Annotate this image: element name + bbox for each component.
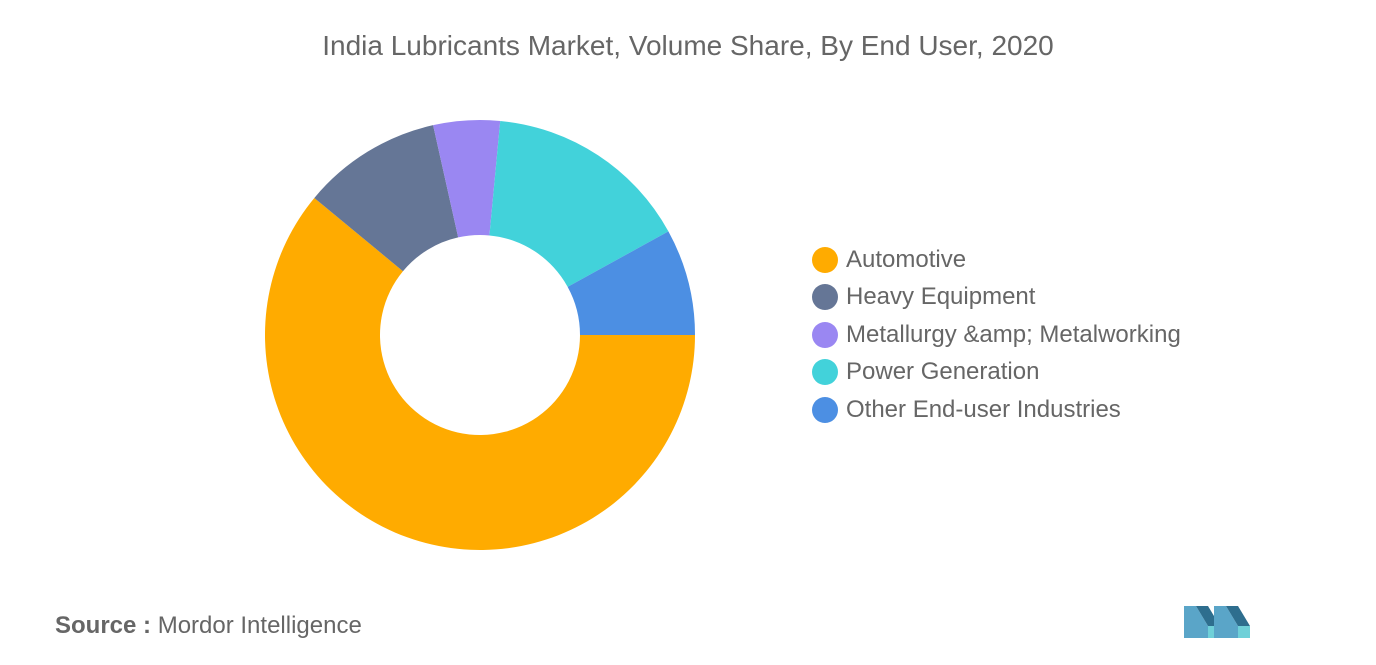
legend-swatch-metallurgy xyxy=(812,321,838,348)
legend-item-heavy-equipment[interactable]: Heavy Equipment xyxy=(812,279,1181,317)
donut-slice-metallurgy[interactable] xyxy=(433,120,501,238)
legend-swatch-automotive xyxy=(812,246,838,273)
donut-slice-heavy-equipment[interactable] xyxy=(314,125,459,272)
donut-slice-power-generation[interactable] xyxy=(489,120,669,287)
source-text: Mordor Intelligence xyxy=(157,612,362,639)
legend-item-other-end-user[interactable]: Other End-user Industries xyxy=(812,391,1181,429)
legend-label-heavy-equipment: Heavy Equipment xyxy=(846,283,1036,311)
legend-label-automotive: Automotive xyxy=(846,245,967,273)
source-note: Source : Mordor Intelligence xyxy=(55,612,362,640)
legend-label-metallurgy: Metallurgy &amp; Metalworking xyxy=(846,320,1181,348)
legend-item-metallurgy[interactable]: Metallurgy &amp; Metalworking xyxy=(812,316,1181,354)
donut-slice-other-end-user[interactable] xyxy=(567,231,695,335)
chart-title: India Lubricants Market, Volume Share, B… xyxy=(322,30,1054,61)
mordor-intelligence-logo-icon xyxy=(1184,606,1250,638)
legend-item-power-generation[interactable]: Power Generation xyxy=(812,354,1181,392)
legend-item-automotive[interactable]: Automotive xyxy=(812,241,1181,279)
legend-label-power-generation: Power Generation xyxy=(846,358,1040,386)
legend-label-other-end-user: Other End-user Industries xyxy=(846,395,1121,423)
source-prefix: Source : xyxy=(55,612,152,639)
legend-swatch-other-end-user xyxy=(812,396,838,423)
legend-swatch-heavy-equipment xyxy=(812,284,838,311)
donut-slices xyxy=(264,120,695,550)
donut-slice-automotive[interactable] xyxy=(264,197,695,550)
chart-legend: Automotive Heavy Equipment Metallurgy &a… xyxy=(812,241,1181,429)
legend-swatch-power-generation xyxy=(812,359,838,386)
